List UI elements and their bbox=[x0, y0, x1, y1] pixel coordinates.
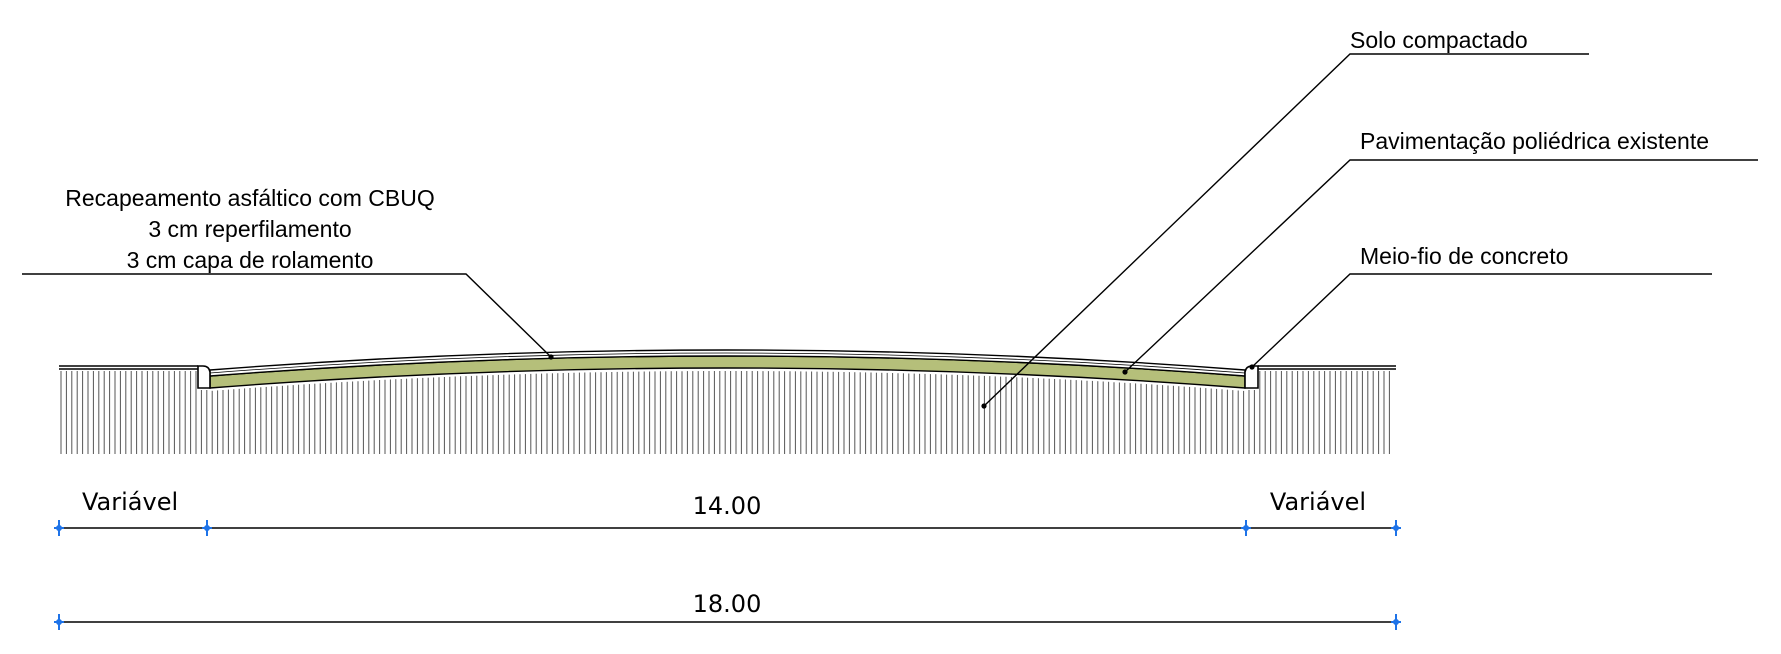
leader-pavimentacao bbox=[1124, 159, 1758, 373]
pavimentacao-label: Pavimentação poliédrica existente bbox=[1360, 128, 1709, 154]
leader-solo bbox=[983, 53, 1589, 407]
ground-surface-left bbox=[59, 365, 198, 370]
leader-pavimentacao-dot bbox=[1122, 369, 1128, 375]
overlay-label-line2: 3 cm reperfilamento bbox=[148, 216, 351, 242]
dim-total-width: 18.00 bbox=[693, 590, 762, 618]
dimension-ticks bbox=[54, 520, 1401, 630]
curb-left bbox=[197, 365, 211, 389]
dim-center-width: 14.00 bbox=[693, 492, 762, 520]
meio-fio-label: Meio-fio de concreto bbox=[1360, 243, 1568, 269]
soil-hatching bbox=[60, 371, 1390, 454]
dimension-tick-marker bbox=[54, 520, 64, 536]
dimension-tick-marker bbox=[1241, 520, 1251, 536]
ground-surface-right bbox=[1258, 365, 1396, 370]
leader-meio-fio-dot bbox=[1249, 364, 1255, 370]
overlay-label-line1: Recapeamento asfáltico com CBUQ bbox=[65, 185, 434, 211]
dim-right-variable: Variável bbox=[1270, 488, 1366, 516]
dimension-tick-marker bbox=[1391, 614, 1401, 630]
overlay-label-line3: 3 cm capa de rolamento bbox=[127, 247, 374, 273]
solo-label: Solo compactado bbox=[1350, 27, 1528, 53]
dimension-tick-marker bbox=[54, 614, 64, 630]
leader-meio-fio bbox=[1251, 273, 1712, 368]
dimension-tick-marker bbox=[202, 520, 212, 536]
leader-overlay-dot bbox=[548, 354, 554, 360]
dim-left-variable: Variável bbox=[82, 488, 178, 516]
leader-solo-dot bbox=[981, 403, 987, 409]
leader-overlay bbox=[22, 273, 552, 358]
dimension-tick-marker bbox=[1391, 520, 1401, 536]
